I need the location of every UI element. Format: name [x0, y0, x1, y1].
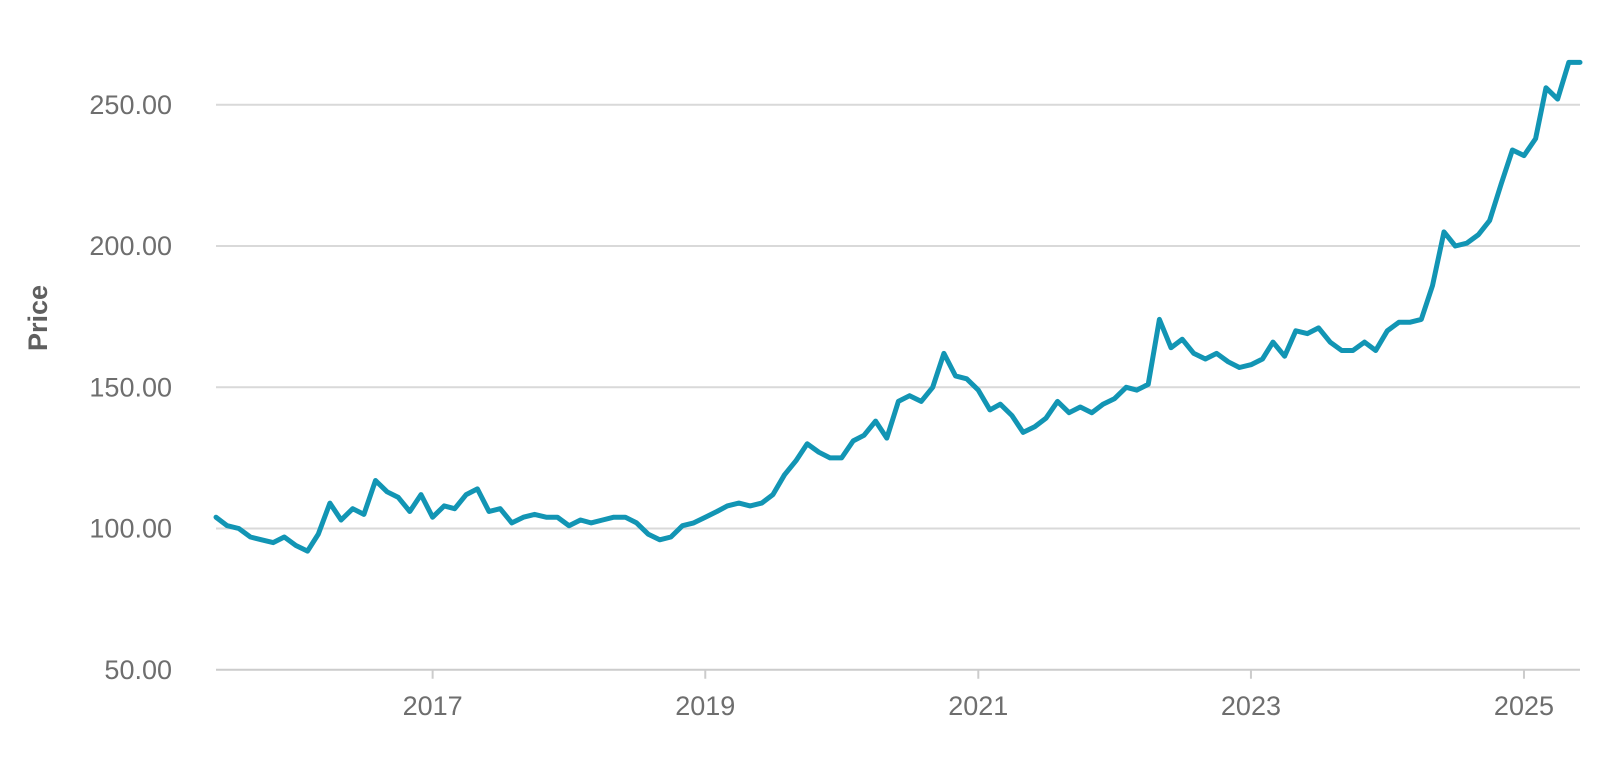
x-tick-label: 2025 — [1494, 691, 1554, 721]
y-axis-tick-labels: 50.00 100.00 150.00 200.00 250.00 — [89, 90, 172, 685]
series-layer — [213, 59, 1583, 554]
y-tick-label: 150.00 — [89, 372, 172, 402]
y-tick-label: 100.00 — [89, 514, 172, 544]
x-tick-label: 2017 — [403, 691, 463, 721]
price-series-line — [213, 59, 1583, 554]
x-axis — [216, 668, 1580, 679]
x-tick-label: 2021 — [948, 691, 1008, 721]
x-tick-label: 2019 — [675, 691, 735, 721]
y-tick-label: 200.00 — [89, 231, 172, 261]
y-tick-label: 250.00 — [89, 90, 172, 120]
x-axis-tick-labels: 2017 2019 2021 2023 2025 — [403, 691, 1554, 721]
y-axis-title: Price — [23, 285, 53, 351]
x-tick-label: 2023 — [1221, 691, 1281, 721]
y-tick-label: 50.00 — [104, 655, 172, 685]
gridlines — [216, 103, 1580, 530]
